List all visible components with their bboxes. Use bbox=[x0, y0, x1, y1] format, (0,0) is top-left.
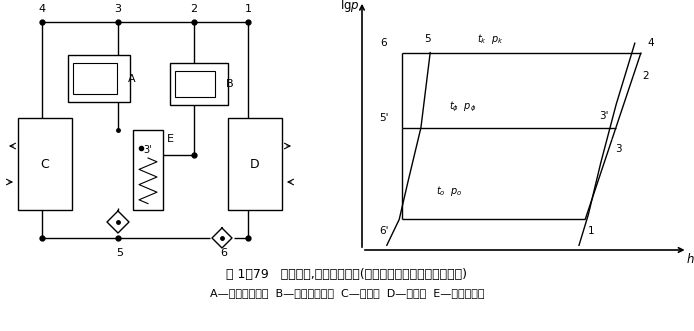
Bar bbox=[68, 55, 130, 102]
Text: 3: 3 bbox=[615, 144, 621, 154]
Bar bbox=[175, 71, 215, 97]
Text: C: C bbox=[41, 158, 49, 170]
Text: 6: 6 bbox=[221, 248, 228, 258]
Text: 1: 1 bbox=[244, 4, 251, 14]
Text: 4: 4 bbox=[647, 38, 654, 48]
Text: $t_{\phi}$  $p_{\phi}$: $t_{\phi}$ $p_{\phi}$ bbox=[449, 99, 476, 114]
Text: A: A bbox=[128, 73, 135, 83]
Text: 3: 3 bbox=[115, 4, 121, 14]
Text: 3': 3' bbox=[599, 111, 608, 121]
Text: $t_k$  $p_k$: $t_k$ $p_k$ bbox=[477, 31, 503, 45]
Text: A—高压级制冷机  B—低压级制冷机  C—冷凝器  D—蒸发器  E—中间冷却器: A—高压级制冷机 B—低压级制冷机 C—冷凝器 D—蒸发器 E—中间冷却器 bbox=[210, 288, 484, 298]
Text: D: D bbox=[251, 158, 260, 170]
Text: 图 1－79   一次节流,中间完全节流(节流阀前液态制冷剂被再冷却): 图 1－79 一次节流,中间完全节流(节流阀前液态制冷剂被再冷却) bbox=[226, 268, 468, 281]
Bar bbox=[133, 130, 163, 210]
Text: 6': 6' bbox=[379, 226, 389, 236]
Bar bbox=[18, 118, 72, 210]
Text: 2: 2 bbox=[190, 4, 198, 14]
Bar bbox=[170, 63, 228, 105]
Text: 6: 6 bbox=[380, 38, 387, 48]
Text: 2: 2 bbox=[642, 71, 649, 81]
Text: E: E bbox=[167, 134, 174, 144]
Text: B: B bbox=[226, 79, 234, 89]
Text: $h$: $h$ bbox=[686, 253, 694, 266]
Text: $t_o$  $p_o$: $t_o$ $p_o$ bbox=[437, 184, 463, 198]
Text: 4: 4 bbox=[38, 4, 46, 14]
Bar bbox=[228, 118, 282, 210]
Bar bbox=[73, 63, 117, 94]
Text: 5: 5 bbox=[117, 248, 124, 258]
Text: 5: 5 bbox=[424, 33, 430, 43]
Text: 5': 5' bbox=[379, 114, 389, 123]
Text: 3': 3' bbox=[143, 145, 151, 155]
Text: 1: 1 bbox=[588, 226, 595, 236]
Text: lg$p$: lg$p$ bbox=[340, 0, 359, 14]
